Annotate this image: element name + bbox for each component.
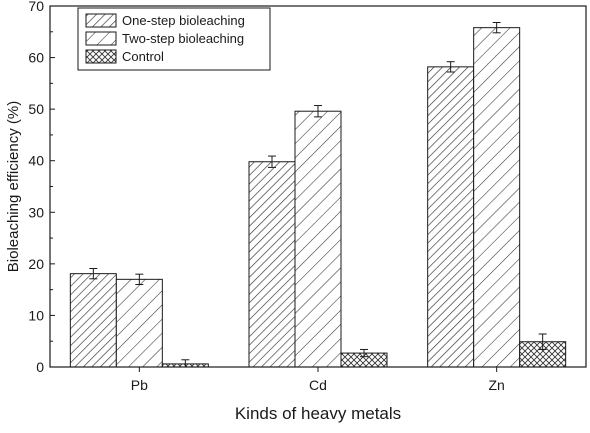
legend-swatch (85, 31, 117, 46)
y-tick-label: 70 (28, 0, 44, 14)
error-bar (268, 155, 276, 168)
legend: One-step bioleaching Two-step bioleaching… (77, 7, 271, 71)
y-tick-label: 40 (28, 153, 44, 169)
y-tick-label: 20 (28, 256, 44, 272)
y-tick-label: 30 (28, 204, 44, 220)
error-bar (360, 348, 368, 358)
bar-cd-2 (294, 110, 342, 368)
y-tick-label: 10 (28, 307, 44, 323)
error-bar (492, 22, 501, 34)
bars-layer (69, 27, 567, 368)
bar-zn-1 (427, 66, 475, 368)
x-axis-title: Kinds of heavy metals (235, 404, 401, 423)
x-tick-label: Cd (309, 377, 327, 393)
x-axis-ticks: Pb Cd Zn (131, 367, 505, 393)
bar-pb-2 (115, 278, 163, 368)
y-tick-label: 0 (36, 359, 44, 375)
error-bar (538, 333, 547, 350)
legend-label: Two-step bioleaching (122, 31, 244, 46)
x-tick-label: Zn (488, 377, 504, 393)
y-tick-label: 50 (28, 101, 44, 117)
error-bar (446, 61, 455, 73)
y-axis-title: Bioleaching efficiency (%) (5, 101, 22, 272)
bar-zn-2 (473, 27, 521, 368)
error-bar (314, 105, 322, 118)
bar-cd-1 (248, 161, 296, 368)
legend-label: One-step bioleaching (122, 13, 245, 28)
error-bar (135, 273, 144, 285)
y-tick-label: 60 (28, 50, 44, 66)
legend-label: Control (122, 49, 164, 64)
legend-swatch (85, 13, 117, 28)
y-axis-ticks: 0 10 20 30 40 50 60 70 (28, 0, 55, 375)
legend-swatch (85, 49, 117, 64)
x-tick-label: Pb (131, 377, 148, 393)
error-bar (89, 267, 98, 280)
bar-pb-1 (69, 273, 117, 368)
